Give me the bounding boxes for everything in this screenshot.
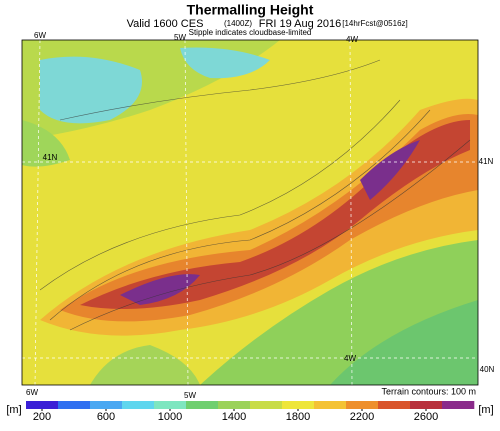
map-label: 41N (479, 157, 494, 166)
colorbar-swatch (26, 401, 59, 409)
colorbar-swatch (442, 401, 475, 409)
map-label: 6W (34, 31, 46, 40)
zulu: (1400Z) (224, 19, 252, 28)
colorbar-swatch (154, 401, 187, 409)
colorbar-swatch (378, 401, 411, 409)
map-label: 41N (43, 153, 58, 162)
colorbar-label: 1800 (286, 411, 310, 423)
colorbar-swatch (314, 401, 347, 409)
map-label: 4W (346, 35, 358, 44)
map-field (22, 40, 478, 385)
map-label: 6W (26, 388, 38, 397)
terrain-note: Terrain contours: 100 m (381, 386, 476, 396)
colorbar-swatch (58, 401, 91, 409)
note: Stipple indicates cloudbase-limited (189, 28, 312, 37)
map-label: 4W (344, 354, 356, 363)
colorbar-label: 1000 (158, 411, 182, 423)
colorbar-swatch (346, 401, 379, 409)
colorbar-swatch (90, 401, 123, 409)
date: FRI 19 Aug 2016 (259, 18, 342, 30)
unit-right: [m] (478, 404, 493, 416)
colorbar-label: 2200 (350, 411, 374, 423)
map-frame (21, 39, 479, 386)
valid: Valid 1600 CES (127, 18, 204, 30)
colorbar-swatch (410, 401, 443, 409)
colorbar-swatch (282, 401, 315, 409)
colorbar-swatch (122, 401, 155, 409)
map-label: 5W (184, 391, 196, 400)
colorbar-swatch (218, 401, 251, 409)
colorbar-swatch (186, 401, 219, 409)
forecast: [14hrFcst@0516z] (342, 19, 407, 28)
map-label: 40N (480, 365, 495, 374)
colorbar-label: 600 (97, 411, 115, 423)
title: Thermalling Height (187, 2, 314, 18)
colorbar-swatch (250, 401, 283, 409)
unit-left: [m] (6, 404, 21, 416)
colorbar-label: 2600 (414, 411, 438, 423)
colorbar-label: 200 (33, 411, 51, 423)
colorbar-label: 1400 (222, 411, 246, 423)
map-label: 5W (174, 33, 186, 42)
